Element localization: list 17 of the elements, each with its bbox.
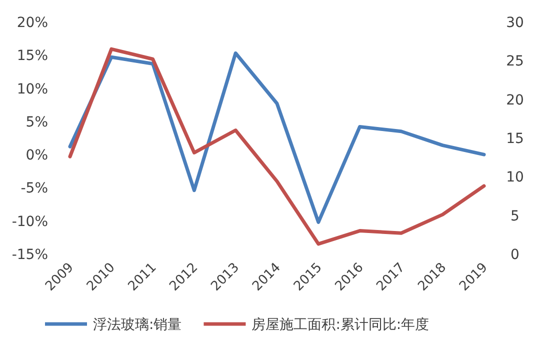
y-tick-label: -5% [20,180,48,197]
y2-tick-label: 0 [510,247,520,263]
y2-tick-label: 20 [506,92,524,108]
y2-tick-label: 10 [506,170,524,186]
y2-tick-label: 15 [506,131,524,147]
y-tick-label: 0% [26,148,48,164]
y-tick-label: 15% [16,48,48,64]
legend-label: 浮法玻璃:销量 [93,317,182,333]
y-tick-label: -15% [12,247,48,263]
y2-tick-label: 5 [510,208,520,224]
y-tick-label: 5% [26,114,48,130]
y2-tick-label: 25 [506,54,524,70]
y-tick-label: 20% [16,15,48,31]
y-tick-label: -10% [12,214,48,230]
legend-label: 房屋施工面积:累计同比:年度 [252,317,430,333]
y2-tick-label: 30 [506,15,524,31]
y-tick-label: 10% [16,81,48,98]
